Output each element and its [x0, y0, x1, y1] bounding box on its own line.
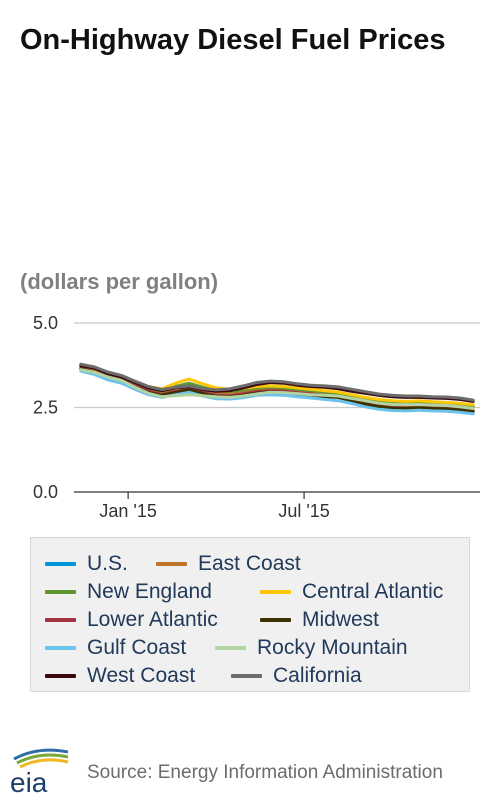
x-tick-label: Jul '15	[278, 501, 329, 521]
legend-label: East Coast	[198, 552, 301, 575]
legend-item: Lower Atlantic	[45, 606, 218, 634]
legend-item: Gulf Coast	[45, 634, 186, 662]
legend-swatch	[45, 590, 76, 594]
legend-label: Lower Atlantic	[87, 608, 218, 631]
line-chart: 0.0 2.5 5.0 Jan '15 Jul '15	[33, 313, 480, 521]
legend-swatch	[45, 646, 76, 650]
legend-label: West Coast	[87, 664, 196, 687]
legend-swatch	[260, 590, 291, 594]
y-tick-label: 5.0	[33, 313, 58, 333]
y-tick-labels: 0.0 2.5 5.0	[33, 313, 58, 502]
legend-label: California	[273, 664, 362, 687]
x-ticks: Jan '15 Jul '15	[99, 492, 330, 521]
legend-swatch	[45, 674, 76, 678]
legend-label: U.S.	[87, 552, 128, 575]
y-tick-label: 2.5	[33, 398, 58, 418]
legend: U.S. East Coast New England Central Atlanti…	[30, 537, 470, 692]
legend-swatch	[215, 646, 246, 650]
legend-swatch	[45, 562, 76, 566]
legend-label: New England	[87, 580, 212, 603]
legend-label: Rocky Mountain	[257, 636, 408, 659]
legend-label: Central Atlantic	[302, 580, 444, 603]
series-lines	[79, 362, 475, 416]
legend-item: West Coast	[45, 662, 195, 690]
series-line-california	[79, 362, 475, 402]
legend-swatch	[231, 674, 262, 678]
legend-item: California	[231, 662, 362, 690]
legend-item: East Coast	[156, 550, 301, 578]
eia-logo-icon: eia	[10, 748, 69, 798]
legend-swatch	[156, 562, 187, 566]
x-tick-label: Jan '15	[99, 501, 156, 521]
source-text: Source: Energy Information Administratio…	[87, 762, 443, 783]
y-tick-label: 0.0	[33, 482, 58, 502]
legend-swatch	[260, 618, 291, 622]
legend-item: U.S.	[45, 550, 128, 578]
legend-swatch	[45, 618, 76, 622]
logo-text: eia	[10, 767, 48, 798]
legend-item: Rocky Mountain	[215, 634, 408, 662]
chart-title: On-Highway Diesel Fuel Prices	[20, 24, 446, 56]
legend-label: Midwest	[302, 608, 380, 631]
legend-item: Central Atlantic	[260, 578, 443, 606]
legend-item: New England	[45, 578, 212, 606]
legend-label: Gulf Coast	[87, 636, 187, 659]
footer: eia Source: Energy Information Administr…	[0, 740, 500, 800]
legend-item: Midwest	[260, 606, 379, 634]
series-line-rocky-mountain	[79, 368, 475, 410]
units-label: (dollars per gallon)	[20, 269, 219, 294]
